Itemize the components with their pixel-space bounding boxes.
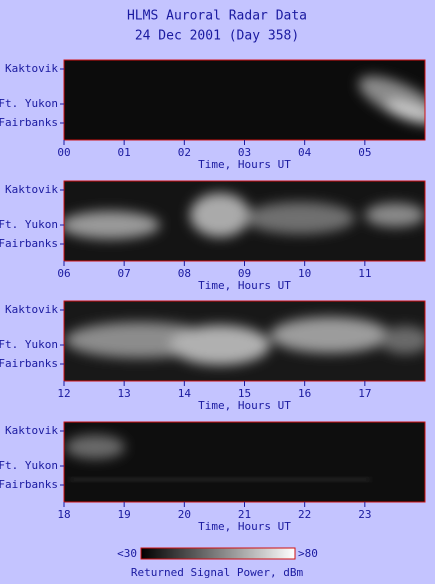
x-tick-label: 16 bbox=[298, 387, 311, 400]
panel-image bbox=[64, 301, 425, 381]
colorbar-title: Returned Signal Power, dBm bbox=[131, 566, 304, 579]
x-tick-label: 13 bbox=[118, 387, 131, 400]
x-tick-label: 21 bbox=[238, 508, 251, 521]
x-tick-label: 15 bbox=[238, 387, 251, 400]
y-tick-label: Ft. Yukon bbox=[0, 459, 58, 472]
x-tick-label: 00 bbox=[57, 146, 70, 159]
x-tick-label: 07 bbox=[118, 267, 131, 280]
y-tick-label: Kaktovik bbox=[5, 183, 58, 196]
y-tick-label: Ft. Yukon bbox=[0, 338, 58, 351]
panel-image bbox=[64, 60, 425, 140]
x-tick-label: 04 bbox=[298, 146, 312, 159]
y-tick-label: Fairbanks bbox=[0, 116, 58, 129]
y-tick-label: Kaktovik bbox=[5, 303, 58, 316]
x-tick-label: 05 bbox=[358, 146, 371, 159]
title-line: 24 Dec 2001 (Day 358) bbox=[135, 29, 299, 44]
x-tick-label: 17 bbox=[358, 387, 371, 400]
y-tick-label: Fairbanks bbox=[0, 357, 58, 370]
x-tick-label: 10 bbox=[298, 267, 311, 280]
x-tick-label: 11 bbox=[358, 267, 371, 280]
x-axis-label: Time, Hours UT bbox=[198, 158, 291, 171]
y-tick-label: Ft. Yukon bbox=[0, 97, 58, 110]
colorbar bbox=[140, 547, 296, 560]
title-line: HLMS Auroral Radar Data bbox=[127, 9, 307, 24]
x-tick-label: 08 bbox=[178, 267, 191, 280]
x-axis-label: Time, Hours UT bbox=[198, 279, 291, 292]
y-tick-label: Fairbanks bbox=[0, 478, 58, 491]
y-tick-label: Kaktovik bbox=[5, 424, 58, 437]
y-tick-label: Ft. Yukon bbox=[0, 218, 58, 231]
colorbar-label: <30 bbox=[117, 547, 137, 560]
x-tick-label: 22 bbox=[298, 508, 311, 521]
x-axis-label: Time, Hours UT bbox=[198, 399, 291, 412]
x-tick-label: 09 bbox=[238, 267, 251, 280]
x-tick-label: 23 bbox=[358, 508, 371, 521]
panel-image bbox=[64, 422, 425, 502]
x-tick-label: 14 bbox=[178, 387, 192, 400]
x-axis-label: Time, Hours UT bbox=[198, 520, 291, 533]
x-tick-label: 20 bbox=[178, 508, 191, 521]
x-tick-label: 19 bbox=[118, 508, 131, 521]
x-tick-label: 06 bbox=[57, 267, 70, 280]
x-tick-label: 02 bbox=[178, 146, 191, 159]
x-tick-label: 01 bbox=[118, 146, 131, 159]
x-tick-label: 03 bbox=[238, 146, 251, 159]
y-tick-label: Fairbanks bbox=[0, 237, 58, 250]
x-tick-label: 12 bbox=[57, 387, 70, 400]
x-tick-label: 18 bbox=[57, 508, 70, 521]
colorbar-label: >80 bbox=[298, 547, 318, 560]
y-tick-label: Kaktovik bbox=[5, 62, 58, 75]
panel-image bbox=[64, 181, 425, 261]
